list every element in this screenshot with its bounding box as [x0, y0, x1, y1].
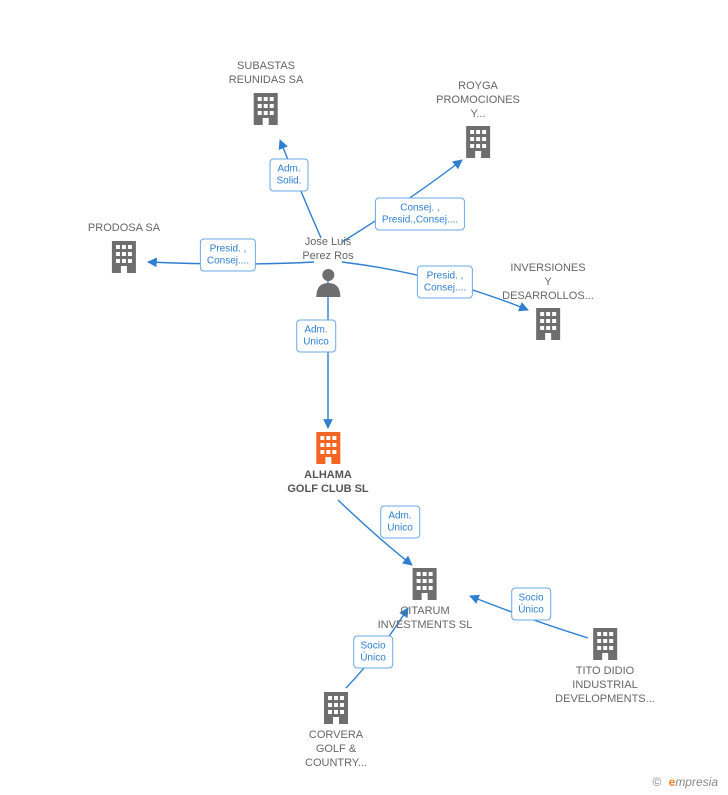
node-label: CORVERA GOLF & COUNTRY...: [305, 729, 367, 770]
node-inversiones[interactable]: INVERSIONES Y DESARROLLOS...: [502, 262, 594, 342]
building-icon: [250, 91, 282, 127]
node-label: ROYGA PROMOCIONES Y...: [436, 80, 520, 121]
node-person[interactable]: Jose Luis Perez Ros: [302, 236, 353, 297]
node-label: INVERSIONES Y DESARROLLOS...: [502, 262, 594, 303]
person-icon: [314, 267, 342, 297]
edge-label: Presid. , Consej....: [200, 239, 256, 272]
node-label: PRODOSA SA: [88, 222, 160, 236]
brand-rest: mpresia: [675, 775, 718, 789]
node-royga[interactable]: ROYGA PROMOCIONES Y...: [436, 80, 520, 160]
building-icon: [108, 239, 140, 275]
node-alhama[interactable]: ALHAMA GOLF CLUB SL: [287, 430, 368, 497]
building-icon: [532, 306, 564, 342]
node-citarum[interactable]: CITARUM INVESTMENTS SL: [378, 566, 473, 633]
node-label: Jose Luis Perez Ros: [302, 236, 353, 264]
edge-label: Socio Único: [511, 588, 551, 621]
node-prodosa[interactable]: PRODOSA SA: [88, 222, 160, 275]
edge-label: Adm. Unico: [380, 506, 420, 539]
building-icon: [589, 626, 621, 662]
node-corvera[interactable]: CORVERA GOLF & COUNTRY...: [305, 690, 367, 770]
building-icon: [312, 430, 344, 466]
edge-label: Adm. Solid.: [269, 159, 308, 192]
edge-label: Adm. Unico: [296, 320, 336, 353]
edge-label: Consej. , Presid.,Consej....: [375, 198, 465, 231]
footer-credit: © empresia: [652, 775, 718, 789]
building-icon: [320, 690, 352, 726]
node-label: CITARUM INVESTMENTS SL: [378, 605, 473, 633]
copyright-symbol: ©: [652, 775, 661, 789]
node-tito[interactable]: TITO DIDIO INDUSTRIAL DEVELOPMENTS...: [555, 626, 655, 706]
building-icon: [462, 124, 494, 160]
building-icon: [409, 566, 441, 602]
node-label: SUBASTAS REUNIDAS SA: [229, 60, 304, 88]
node-label: TITO DIDIO INDUSTRIAL DEVELOPMENTS...: [555, 665, 655, 706]
node-subastas[interactable]: SUBASTAS REUNIDAS SA: [229, 60, 304, 127]
node-label: ALHAMA GOLF CLUB SL: [287, 469, 368, 497]
edge-label: Presid. , Consej....: [417, 266, 473, 299]
edge-label: Socio Único: [353, 636, 393, 669]
